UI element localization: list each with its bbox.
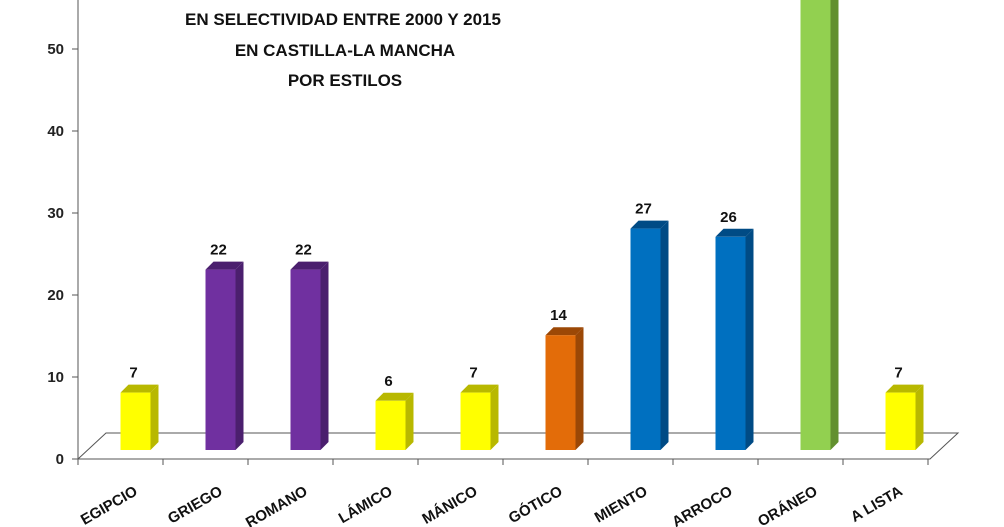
bar-top <box>545 327 584 336</box>
bar-front <box>290 269 321 450</box>
bar-value-label: 27 <box>635 201 652 218</box>
bar <box>630 220 669 450</box>
bar <box>205 261 244 450</box>
bar-value-label: 14 <box>550 307 567 324</box>
bar-top <box>290 261 329 270</box>
y-tick-label: 50 <box>47 41 64 58</box>
bar-top <box>205 261 244 270</box>
chart-title: EN SELECTIVIDAD ENTRE 2000 Y 2015 EN CAS… <box>185 10 501 90</box>
category-label: ARROCO <box>669 483 736 527</box>
bar-value-label: 26 <box>720 209 737 226</box>
bar-front <box>120 392 151 450</box>
bar-front <box>885 392 916 450</box>
chart-labels: 7 EGIPCIO 22 GRIEGO 22 ROMANO 6 LÁMICO 7 MÁNICO 14… <box>78 201 906 527</box>
bar <box>375 392 414 450</box>
category-label: ROMANO <box>243 483 311 527</box>
category-label: MÁNICO <box>419 483 480 527</box>
bar-side <box>320 261 329 450</box>
category-label: EGIPCIO <box>78 483 141 527</box>
bar-front <box>800 0 831 451</box>
bar-side <box>490 384 499 450</box>
bar-top <box>375 392 414 401</box>
category-label: GÓTICO <box>505 482 566 527</box>
bar-top <box>460 384 499 393</box>
bar-front <box>375 400 406 450</box>
bar-top <box>630 220 669 229</box>
bar <box>120 384 159 450</box>
y-tick-label: 40 <box>47 123 64 140</box>
chart-title-line-1: EN SELECTIVIDAD ENTRE 2000 Y 2015 <box>185 10 501 29</box>
bar-side <box>150 384 159 450</box>
bar-front <box>715 236 746 450</box>
bar <box>290 261 329 450</box>
bar <box>545 327 584 450</box>
y-tick-label: 20 <box>47 287 64 304</box>
bar <box>885 384 924 450</box>
chart-title-line-2: EN CASTILLA-LA MANCHA <box>235 41 455 60</box>
bar-value-label: 7 <box>129 365 137 382</box>
bar-front <box>630 228 661 450</box>
bar-value-label: 7 <box>894 365 902 382</box>
bar-side <box>575 327 584 450</box>
y-tick-label: 0 <box>56 451 64 468</box>
bar-value-label: 22 <box>210 242 227 259</box>
bar-side <box>745 228 754 450</box>
bar-side <box>235 261 244 450</box>
category-label: MIENTO <box>592 483 651 527</box>
bar-top <box>715 228 754 237</box>
bar-front <box>460 392 491 450</box>
category-label: GRIEGO <box>165 483 226 527</box>
bar-side <box>915 384 924 450</box>
bar-front <box>205 269 236 450</box>
category-label: ORÁNEO <box>755 483 821 527</box>
y-tick-label: 30 <box>47 205 64 222</box>
bar <box>460 384 499 450</box>
bar-front <box>545 335 576 450</box>
bar-side <box>830 0 839 450</box>
chart-title-line-3: POR ESTILOS <box>288 71 402 90</box>
bar-value-label: 6 <box>384 373 392 390</box>
bar-value-label: 22 <box>295 242 312 259</box>
bar-side <box>660 220 669 450</box>
bar-side <box>405 392 414 450</box>
bar <box>800 0 839 451</box>
y-tick-label: 10 <box>47 369 64 386</box>
chart-bars <box>120 0 924 451</box>
category-label: A LISTA <box>848 483 906 526</box>
category-label: LÁMICO <box>336 483 396 527</box>
bar-top <box>120 384 159 393</box>
bar-top <box>885 384 924 393</box>
bar-value-label: 7 <box>469 365 477 382</box>
bar <box>715 228 754 450</box>
